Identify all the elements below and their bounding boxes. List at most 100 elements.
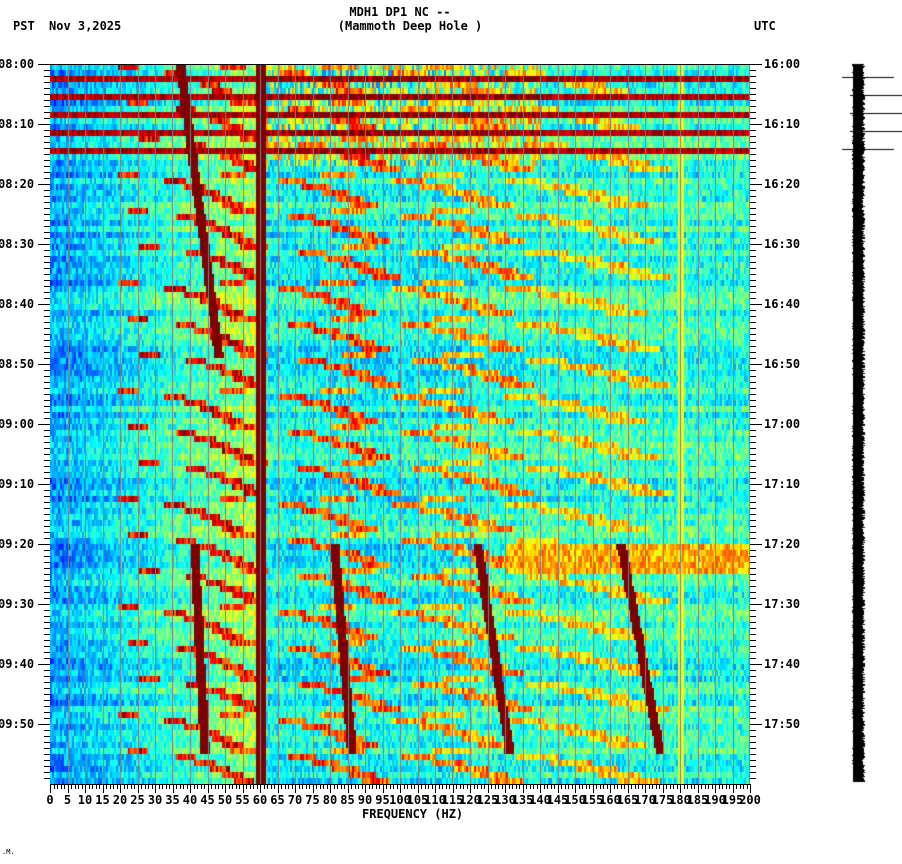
y-tick-left [44,256,50,257]
x-tick-label: 65 [270,793,285,807]
x-tick [71,784,72,789]
y-tick-right [750,214,756,215]
y-tick-left [44,760,50,761]
y-tick-right [750,124,762,125]
y-tick-right [750,88,756,89]
y-tick-right [750,574,756,575]
x-tick [459,784,461,789]
y-tick-left [44,640,50,641]
x-tick [655,784,657,789]
x-tick [344,784,345,789]
y-tick-right [750,502,756,503]
x-tick [438,784,440,789]
x-tick [277,784,279,793]
y-tick-left [44,340,50,341]
y-tick-right [750,400,756,401]
x-tick [302,784,303,789]
x-tick [337,784,338,789]
x-tick [193,784,195,789]
x-tick [186,784,188,789]
x-tick [155,784,156,793]
x-tick [473,784,475,789]
x-tick [466,784,468,789]
x-tick-label: 5 [63,793,72,807]
x-tick [529,784,531,789]
x-tick [533,784,534,789]
y-tick-right [750,658,756,659]
x-tick [330,784,331,793]
y-tick-left [44,130,50,131]
x-tick [284,784,286,789]
y-tick-right [750,382,756,383]
y-tick-right [750,706,756,707]
x-tick-label: 95 [375,793,390,807]
y-tick-right [750,322,756,323]
y-tick-right [750,730,756,731]
y-tick-left [44,166,50,167]
x-axis-label: FREQUENCY (HZ) [362,807,464,821]
y-tick-right [750,442,756,443]
x-tick [463,784,464,789]
x-tick [585,784,587,789]
y-tick-left [44,286,50,287]
y-tick-left [44,580,50,581]
y-tick-left [44,418,50,419]
x-tick [134,784,135,789]
y-tick-left [44,94,50,95]
x-tick [197,784,198,789]
y-tick-right [750,514,756,515]
y-tick-right [750,202,756,203]
y-tick-right [750,100,756,101]
x-tick [624,784,625,789]
y-tick-left [44,208,50,209]
x-tick-label: 125 [476,793,499,807]
y-tick-right [750,118,756,119]
y-tick-left [44,682,50,683]
y-tick-left [44,214,50,215]
y-tick-right [750,694,756,695]
x-tick [571,784,573,789]
y-tick-left [38,64,50,65]
y-tick-right [750,346,756,347]
x-tick [648,784,650,789]
y-tick-left [44,700,50,701]
y-tick-left [44,688,50,689]
seismogram-canvas [840,60,902,786]
x-tick [81,784,83,789]
y-tick-right [750,394,756,395]
x-tick-label: 115 [441,793,464,807]
x-tick [673,784,674,789]
y-tick-left [44,322,50,323]
y-tick-left [44,394,50,395]
y-tick-left [38,124,50,125]
y-tick-right [750,622,756,623]
x-tick [291,784,293,789]
x-tick [697,784,699,793]
x-tick [88,784,90,789]
x-tick [239,784,240,789]
x-tick [557,784,559,793]
y-tick-label-left: 09:50 [0,717,35,731]
x-tick [687,784,688,789]
x-tick [410,784,412,789]
x-tick [312,784,314,793]
station-title: MDH1 DP1 NC -- [349,5,451,19]
x-tick [214,784,216,789]
y-tick-left [44,178,50,179]
y-tick-left [38,244,50,245]
x-tick [470,784,471,793]
x-tick [683,784,685,789]
y-tick-left [44,472,50,473]
x-tick [99,784,100,789]
y-tick-label-left: 09:20 [0,537,35,551]
y-tick-label-right: 16:20 [764,177,801,191]
x-tick [340,784,342,789]
x-tick [379,784,380,789]
y-tick-right [750,532,756,533]
y-tick-left [38,604,50,605]
x-tick [589,784,590,789]
y-tick-label-left: 09:10 [0,477,35,491]
x-tick-label: 70 [287,793,303,807]
y-tick-right [750,256,756,257]
seismogram-trace [840,60,902,786]
